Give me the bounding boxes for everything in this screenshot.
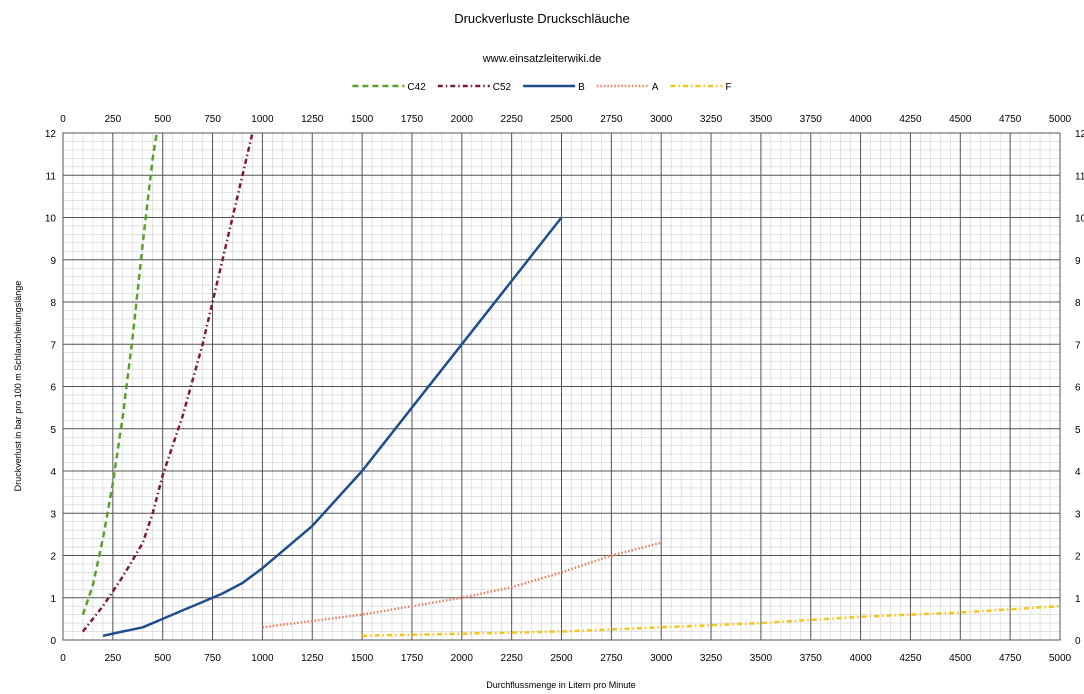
x-tick-label-bottom: 4250	[899, 653, 922, 664]
y-tick-label-left: 7	[50, 340, 56, 351]
y-tick-label-left: 0	[50, 636, 56, 647]
y-tick-label-right: 2	[1075, 552, 1081, 563]
plot-frame	[62, 132, 1061, 641]
x-tick-label-bottom: 3000	[650, 653, 673, 664]
x-tick-label-top: 4250	[899, 114, 922, 125]
x-tick-label-top: 1000	[251, 114, 274, 125]
x-tick-label-top: 2250	[501, 114, 524, 125]
x-tick-label-top: 3000	[650, 114, 673, 125]
y-tick-label-right: 7	[1075, 340, 1081, 351]
x-tick-label-bottom: 1500	[351, 653, 374, 664]
x-tick-label-top: 4000	[849, 114, 872, 125]
x-tick-label-top: 5000	[1049, 114, 1072, 125]
x-tick-label-bottom: 1750	[401, 653, 424, 664]
x-tick-label-top: 1500	[351, 114, 374, 125]
x-tick-label-top: 2500	[550, 114, 573, 125]
x-tick-label-top: 250	[105, 114, 122, 125]
series-line-c42	[81, 132, 158, 616]
x-tick-label-top: 2750	[600, 114, 623, 125]
y-tick-label-left: 12	[45, 129, 57, 140]
x-tick-label-bottom: 0	[60, 653, 66, 664]
tick-labels: 0025025050050075075010001000125012501500…	[45, 114, 1084, 664]
y-tick-label-right: 4	[1075, 467, 1081, 478]
legend-label-c42: C42	[407, 82, 426, 93]
y-tick-label-right: 5	[1075, 425, 1081, 436]
x-axis-label: Durchflussmenge in Litern pro Minute	[486, 680, 636, 690]
y-tick-label-right: 11	[1075, 171, 1084, 182]
x-tick-label-bottom: 750	[204, 653, 221, 664]
y-tick-label-left: 6	[50, 383, 56, 394]
y-axis-label: Druckverlust in bar pro 100 m Schlauchle…	[13, 281, 23, 492]
major-grid	[62, 132, 1061, 641]
x-tick-label-top: 3750	[800, 114, 823, 125]
y-tick-label-left: 2	[50, 552, 56, 563]
x-tick-label-bottom: 5000	[1049, 653, 1072, 664]
x-tick-label-bottom: 3250	[700, 653, 723, 664]
x-tick-label-bottom: 2250	[501, 653, 524, 664]
x-tick-label-top: 3500	[750, 114, 773, 125]
x-tick-label-bottom: 2500	[550, 653, 573, 664]
x-tick-label-bottom: 2000	[451, 653, 474, 664]
y-tick-label-left: 1	[50, 594, 56, 605]
x-tick-label-top: 2000	[451, 114, 474, 125]
x-tick-label-top: 1750	[401, 114, 424, 125]
y-tick-label-left: 11	[46, 171, 57, 182]
x-tick-label-bottom: 2750	[600, 653, 623, 664]
x-tick-label-top: 0	[60, 114, 66, 125]
y-tick-label-right: 9	[1075, 256, 1081, 267]
series-line-a	[262, 541, 662, 629]
series-group	[81, 132, 1061, 638]
x-tick-label-bottom: 4500	[949, 653, 972, 664]
x-tick-label-top: 4750	[999, 114, 1022, 125]
x-tick-label-top: 500	[154, 114, 171, 125]
y-tick-label-right: 0	[1075, 636, 1081, 647]
legend-label-c52: C52	[493, 82, 512, 93]
series-line-c52	[81, 132, 254, 633]
series-line-f	[362, 604, 1061, 638]
y-tick-label-left: 10	[45, 214, 57, 225]
y-tick-label-right: 1	[1075, 594, 1081, 605]
x-tick-label-top: 750	[204, 114, 221, 125]
x-tick-label-bottom: 500	[154, 653, 171, 664]
x-tick-label-bottom: 3500	[750, 653, 773, 664]
y-tick-label-left: 5	[50, 425, 56, 436]
y-tick-label-right: 6	[1075, 383, 1081, 394]
y-tick-label-left: 8	[50, 298, 56, 309]
y-tick-label-left: 4	[50, 467, 56, 478]
legend-label-f: F	[725, 82, 731, 93]
chart-title: Druckverluste Druckschläuche	[454, 11, 630, 26]
x-tick-label-bottom: 3750	[800, 653, 823, 664]
y-tick-label-right: 8	[1075, 298, 1081, 309]
legend: C42 C52 B A F	[352, 82, 732, 93]
y-tick-label-right: 3	[1075, 509, 1081, 520]
x-tick-label-top: 3250	[700, 114, 723, 125]
y-tick-label-right: 10	[1075, 214, 1084, 225]
x-tick-label-bottom: 4750	[999, 653, 1022, 664]
x-tick-label-bottom: 1000	[251, 653, 274, 664]
x-tick-label-bottom: 250	[105, 653, 122, 664]
legend-label-b: B	[578, 82, 585, 93]
x-tick-label-bottom: 4000	[849, 653, 872, 664]
x-tick-label-top: 1250	[301, 114, 324, 125]
x-tick-label-top: 4500	[949, 114, 972, 125]
y-tick-label-left: 9	[50, 256, 56, 267]
x-tick-label-bottom: 1250	[301, 653, 324, 664]
y-tick-label-right: 12	[1075, 129, 1084, 140]
series-line-b	[102, 216, 563, 638]
y-tick-label-left: 3	[50, 509, 56, 520]
chart-subtitle: www.einsatzleiterwiki.de	[482, 53, 602, 65]
legend-label-a: A	[652, 82, 659, 93]
